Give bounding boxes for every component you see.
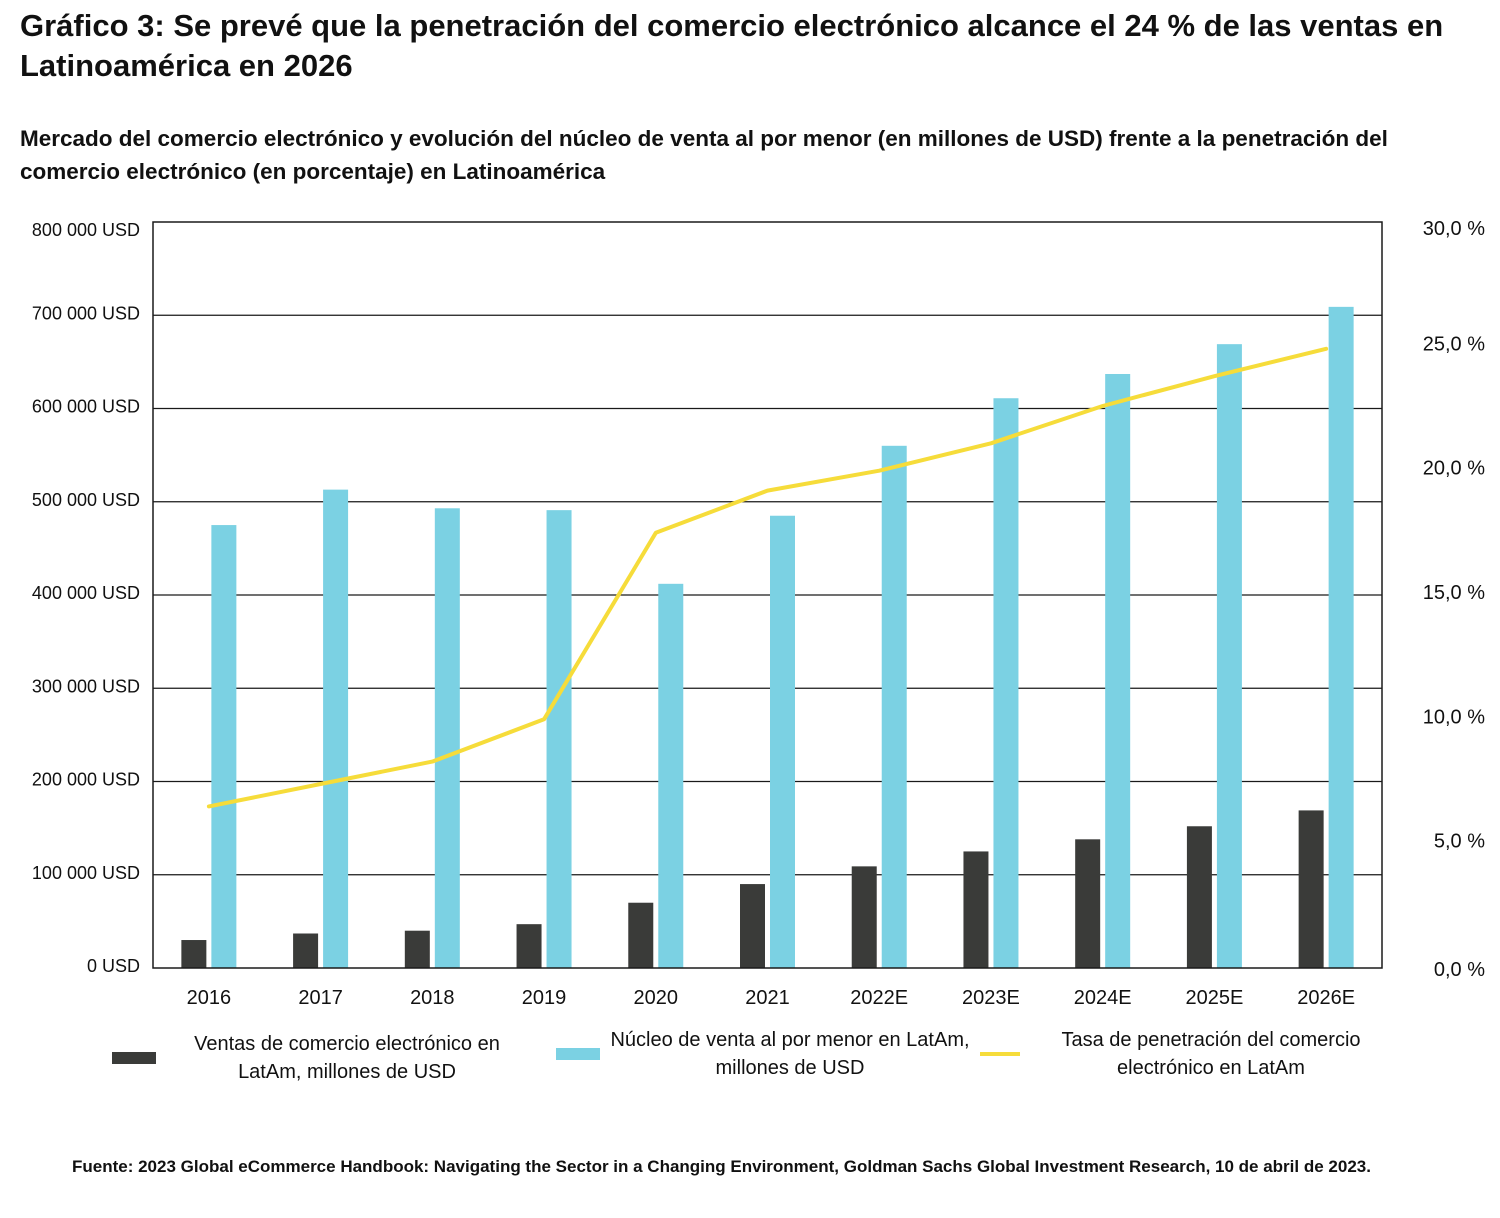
ecommerce-sales-bar	[740, 884, 765, 968]
bars	[181, 306, 1354, 969]
ecommerce-sales-bar	[404, 930, 430, 968]
ecommerce-sales-bar	[1186, 826, 1212, 968]
x-axis-tick-label: 2019	[522, 987, 567, 1009]
right-axis-tick-label: 5,0 %	[1434, 831, 1485, 853]
x-axis-tick-label: 2024E	[1074, 987, 1132, 1009]
x-axis-tick-label: 2018	[410, 987, 455, 1009]
ecommerce-sales-bar	[516, 924, 542, 968]
left-axis-tick-label: 400 000 USD	[32, 583, 140, 603]
x-axis-tick-label: 2020	[634, 987, 679, 1009]
ecommerce-sales-bar	[851, 866, 877, 968]
core-retail-bar	[323, 489, 349, 968]
chart-title: Gráfico 3: Se prevé que la penetración d…	[20, 8, 1444, 83]
legend-swatch-retail	[556, 1048, 600, 1060]
core-retail-bar	[434, 508, 460, 968]
left-axis-tick-label: 100 000 USD	[32, 863, 140, 883]
core-retail-bar	[993, 398, 1019, 968]
penetration-rate-line	[206, 346, 1329, 809]
source-note: Fuente: 2023 Global eCommerce Handbook: …	[72, 1157, 1371, 1176]
left-axis-tick-label: 700 000 USD	[32, 303, 140, 323]
plot-frame	[152, 221, 1383, 969]
right-axis-tick-label: 20,0 %	[1423, 458, 1485, 480]
legend-label-ecommerce: Ventas de comercio electrónico en LatAm,…	[194, 1033, 500, 1083]
left-axis-tick-label: 600 000 USD	[32, 397, 140, 417]
right-axis-tick-label: 10,0 %	[1423, 706, 1485, 728]
core-retail-bar	[770, 515, 795, 968]
x-axis-ticks: 2016 2017 2018 2019 2020 2021 2022E 2023E 2024E 2…	[187, 987, 1355, 1009]
legend-label-retail: Núcleo de venta al por menor en LatAm, m…	[610, 1029, 970, 1079]
right-axis-tick-label: 15,0 %	[1423, 582, 1485, 604]
ecommerce-sales-bar	[181, 940, 207, 968]
left-axis-tick-label: 500 000 USD	[32, 490, 140, 510]
ecommerce-sales-bar	[1075, 839, 1101, 968]
core-retail-bar	[658, 583, 684, 968]
plot-border	[152, 221, 1383, 969]
right-axis-tick-label: 0,0 %	[1434, 959, 1485, 981]
x-axis-tick-label: 2025E	[1185, 987, 1243, 1009]
core-retail-bar	[1105, 373, 1131, 968]
legend-item-ecommerce: Ventas de comercio electrónico en LatAm,…	[112, 1030, 532, 1086]
ecommerce-sales-bar	[293, 933, 319, 968]
x-axis-tick-label: 2021	[745, 987, 790, 1009]
right-axis-tick-label: 25,0 %	[1423, 333, 1485, 355]
legend-item-retail: Núcleo de venta al por menor en LatAm, m…	[556, 1026, 970, 1082]
left-axis-tick-label: 200 000 USD	[32, 770, 140, 790]
x-axis-tick-label: 2026E	[1297, 987, 1355, 1009]
x-axis-tick-label: 2023E	[962, 987, 1020, 1009]
ecommerce-sales-bar	[628, 902, 654, 968]
left-axis-tick-label: 300 000 USD	[32, 676, 140, 696]
core-retail-bar	[546, 510, 572, 968]
core-retail-bar	[211, 525, 237, 968]
legend-item-penetration: Tasa de penetración del comercio electró…	[980, 1026, 1396, 1082]
core-retail-bar	[881, 445, 907, 968]
legend-swatch-ecommerce	[112, 1052, 156, 1064]
x-axis-tick-label: 2022E	[850, 987, 908, 1009]
ecommerce-sales-bar	[963, 851, 989, 968]
legend-label-penetration: Tasa de penetración del comercio electró…	[1061, 1029, 1361, 1079]
core-retail-bar	[1216, 344, 1242, 969]
left-axis-tick-label: 0 USD	[87, 956, 140, 976]
x-axis-tick-label: 2016	[187, 987, 232, 1009]
penetration-line	[206, 346, 1329, 809]
legend-swatch-penetration	[980, 1052, 1020, 1056]
right-axis-ticks: 0,0 % 5,0 % 10,0 % 15,0 % 20,0 % 25,0 % 30,0 %	[1423, 218, 1485, 981]
chart-subtitle: Mercado del comercio electrónico y evolu…	[20, 126, 1388, 184]
gridlines	[153, 314, 1382, 876]
left-axis-tick-label: 800 000 USD	[32, 220, 140, 240]
core-retail-bar	[1328, 306, 1354, 968]
ecommerce-sales-bar	[1298, 810, 1324, 968]
left-axis-ticks: 0 USD 100 000 USD 200 000 USD 300 000 USD 40…	[32, 220, 140, 976]
right-axis-tick-label: 30,0 %	[1423, 218, 1485, 240]
x-axis-tick-label: 2017	[298, 987, 343, 1009]
